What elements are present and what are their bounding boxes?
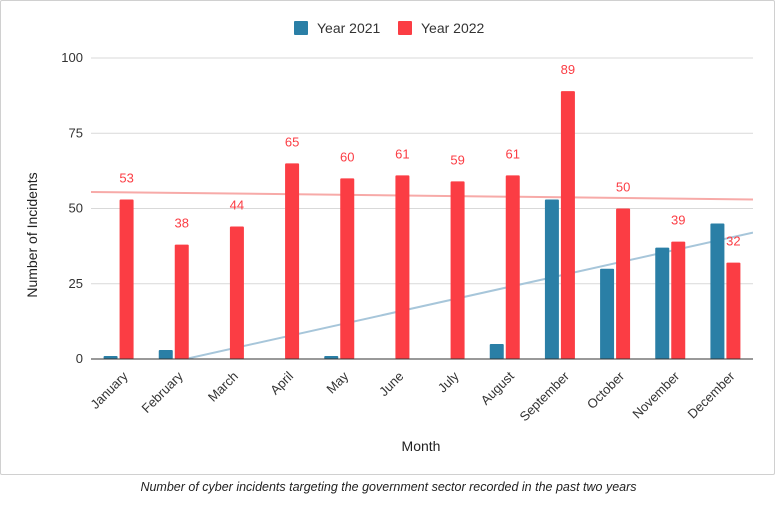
bar: [324, 355, 339, 359]
bar: [174, 244, 189, 359]
data-label: 61: [506, 146, 520, 161]
bar: [340, 178, 355, 359]
data-label: 38: [175, 216, 189, 231]
data-label: 53: [119, 170, 133, 185]
legend-swatch: [294, 21, 308, 35]
data-label: 44: [230, 198, 244, 213]
x-tick-label: December: [685, 368, 738, 421]
data-label: 59: [450, 152, 464, 167]
x-tick-label: July: [435, 368, 462, 395]
data-labels: 53 38 44 65 60 61 59 61 89 50 39 32: [119, 62, 740, 249]
bar: [655, 247, 670, 359]
bar: [395, 175, 410, 359]
bar: [285, 163, 300, 359]
bar: [119, 199, 134, 359]
data-label: 50: [616, 180, 630, 195]
x-tick-label: August: [478, 368, 517, 407]
x-tick-label: January: [87, 368, 131, 412]
y-tick-label: 0: [76, 351, 83, 366]
legend-label: Year 2022: [421, 20, 485, 36]
data-label: 65: [285, 134, 299, 149]
x-tick-label: April: [267, 368, 296, 397]
y-tick-label: 25: [69, 276, 83, 291]
bar: [450, 181, 465, 359]
x-tick-label: March: [205, 369, 241, 405]
bar: [544, 199, 559, 359]
bar: [560, 91, 575, 360]
bar: [600, 268, 615, 359]
y-axis-title: Number of Incidents: [24, 172, 40, 297]
bar: [710, 223, 725, 359]
y-tick-label: 50: [69, 201, 83, 216]
x-tick-label: June: [376, 369, 407, 400]
trendline: [91, 190, 753, 201]
legend-swatch: [398, 21, 412, 35]
grid: [91, 57, 753, 285]
x-axis-title: Month: [402, 438, 441, 454]
data-label: 61: [395, 146, 409, 161]
data-label: 60: [340, 149, 354, 164]
data-label: 89: [561, 62, 575, 77]
bar: [229, 226, 244, 359]
trendlines: [91, 190, 753, 359]
bar: [489, 343, 504, 359]
data-label: 39: [671, 213, 685, 228]
bar: [616, 208, 631, 359]
legend: Year 2021 Year 2022: [294, 20, 485, 36]
bars: [103, 91, 741, 360]
trendline: [180, 231, 753, 359]
x-tick-label: May: [323, 368, 351, 396]
data-label: 32: [726, 234, 740, 249]
bar: [158, 349, 173, 359]
x-tick-label: November: [629, 368, 682, 421]
chart-frame: 53 38 44 65 60 61 59 61 89 50 39 32 0 25 50 75 100 Janua…: [0, 0, 775, 475]
bar: [505, 175, 520, 359]
bar-chart: 53 38 44 65 60 61 59 61 89 50 39 32 0 25 50 75 100 Janua…: [24, 20, 753, 454]
y-tick-label: 100: [61, 50, 83, 65]
x-tick-label: February: [138, 368, 186, 416]
figure-caption: Number of cyber incidents targeting the …: [140, 480, 637, 494]
y-tick-label: 75: [69, 125, 83, 140]
bar: [671, 241, 686, 359]
bar: [726, 262, 741, 359]
x-tick-label: September: [516, 368, 572, 424]
bar: [103, 355, 118, 359]
x-tick-label: October: [584, 368, 628, 412]
legend-label: Year 2021: [317, 20, 381, 36]
